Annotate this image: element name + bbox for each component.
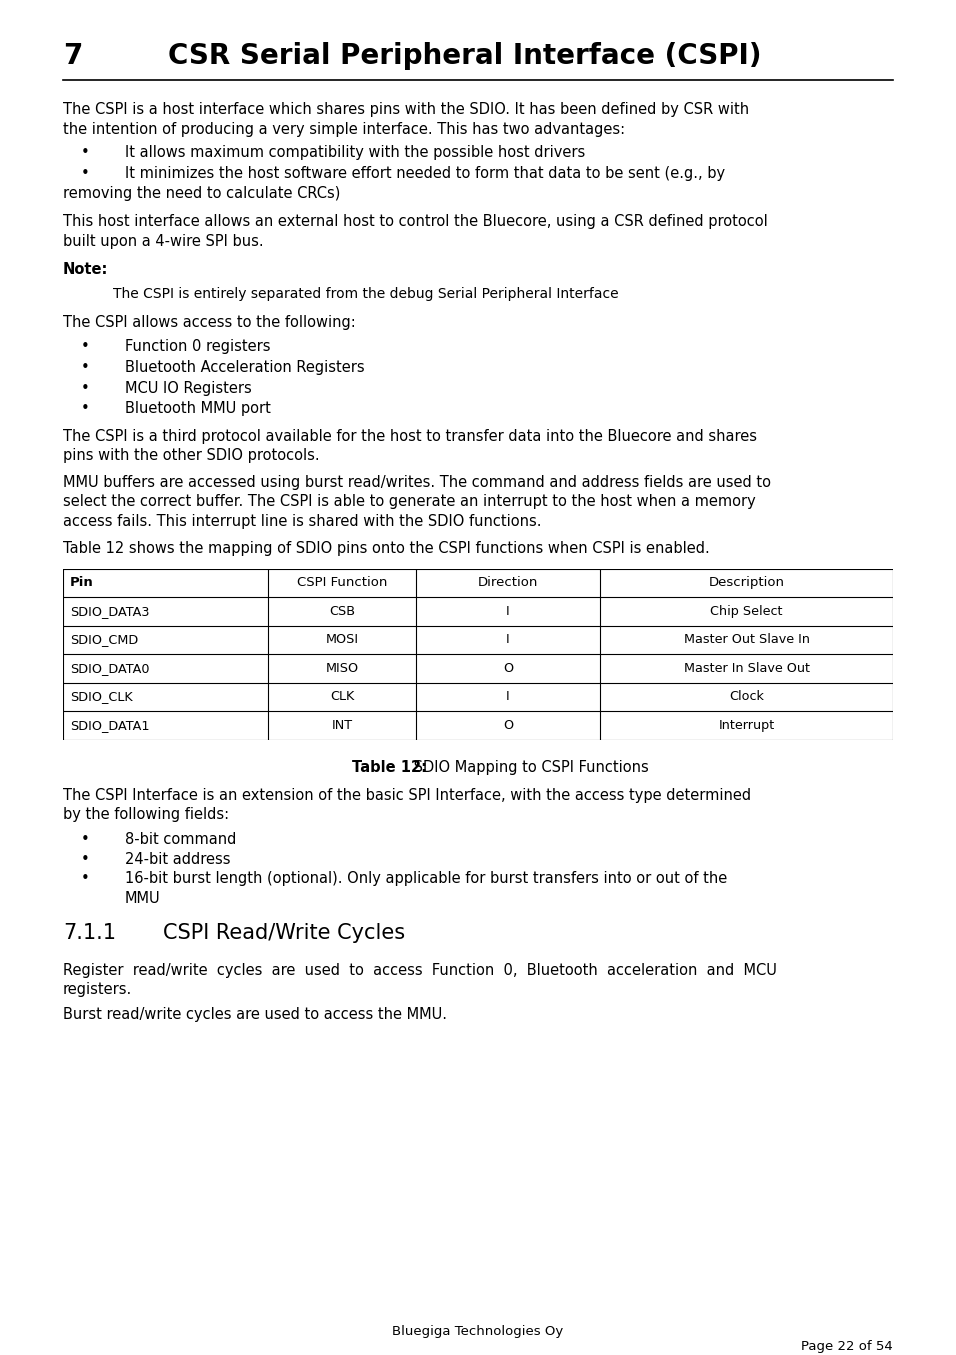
Text: The CSPI allows access to the following:: The CSPI allows access to the following:: [63, 314, 356, 329]
Text: MOSI: MOSI: [325, 633, 358, 646]
Text: 7.1.1: 7.1.1: [63, 923, 116, 943]
Text: The CSPI is a third protocol available for the host to transfer data into the Bl: The CSPI is a third protocol available f…: [63, 428, 757, 443]
Text: It allows maximum compatibility with the possible host drivers: It allows maximum compatibility with the…: [125, 145, 585, 160]
Text: •: •: [81, 401, 90, 416]
Text: •: •: [81, 360, 90, 375]
Text: SDIO_DATA1: SDIO_DATA1: [70, 720, 149, 732]
Text: Bluetooth MMU port: Bluetooth MMU port: [125, 401, 271, 416]
Text: Master In Slave Out: Master In Slave Out: [684, 661, 810, 675]
Text: built upon a 4-wire SPI bus.: built upon a 4-wire SPI bus.: [63, 234, 264, 249]
Text: Table 12:: Table 12:: [352, 760, 427, 775]
Text: Bluegiga Technologies Oy: Bluegiga Technologies Oy: [392, 1325, 564, 1337]
Text: Register  read/write  cycles  are  used  to  access  Function  0,  Bluetooth  ac: Register read/write cycles are used to a…: [63, 962, 777, 977]
Text: The CSPI is entirely separated from the debug Serial Peripheral Interface: The CSPI is entirely separated from the …: [113, 286, 619, 301]
Text: SDIO_DATA0: SDIO_DATA0: [70, 661, 149, 675]
Text: 7: 7: [63, 42, 82, 70]
Text: Bluetooth Acceleration Registers: Bluetooth Acceleration Registers: [125, 360, 364, 375]
Text: select the correct buffer. The CSPI is able to generate an interrupt to the host: select the correct buffer. The CSPI is a…: [63, 495, 756, 509]
Text: pins with the other SDIO protocols.: pins with the other SDIO protocols.: [63, 449, 319, 463]
Text: I: I: [506, 604, 510, 618]
Text: CSPI Read/Write Cycles: CSPI Read/Write Cycles: [163, 923, 405, 943]
Text: access fails. This interrupt line is shared with the SDIO functions.: access fails. This interrupt line is sha…: [63, 514, 541, 530]
Text: MMU: MMU: [125, 892, 161, 906]
Text: O: O: [503, 720, 513, 732]
Text: MISO: MISO: [325, 661, 358, 675]
Text: 8-bit command: 8-bit command: [125, 832, 236, 847]
Text: The CSPI Interface is an extension of the basic SPI Interface, with the access t: The CSPI Interface is an extension of th…: [63, 787, 751, 802]
Text: Master Out Slave In: Master Out Slave In: [684, 633, 810, 646]
Text: Description: Description: [708, 576, 785, 589]
Text: Function 0 registers: Function 0 registers: [125, 339, 271, 355]
Text: •: •: [81, 871, 90, 886]
Text: •: •: [81, 381, 90, 396]
Text: •: •: [81, 832, 90, 847]
Text: Chip Select: Chip Select: [710, 604, 783, 618]
Text: •: •: [81, 339, 90, 355]
Text: O: O: [503, 661, 513, 675]
Text: Table 12 shows the mapping of SDIO pins onto the CSPI functions when CSPI is ena: Table 12 shows the mapping of SDIO pins …: [63, 541, 709, 556]
Text: registers.: registers.: [63, 982, 132, 997]
Text: •: •: [81, 167, 90, 182]
Text: the intention of producing a very simple interface. This has two advantages:: the intention of producing a very simple…: [63, 122, 625, 137]
Text: It minimizes the host software effort needed to form that data to be sent (e.g.,: It minimizes the host software effort ne…: [125, 167, 725, 182]
Text: INT: INT: [332, 720, 353, 732]
Text: SDIO Mapping to CSPI Functions: SDIO Mapping to CSPI Functions: [409, 760, 648, 775]
Text: CSR Serial Peripheral Interface (CSPI): CSR Serial Peripheral Interface (CSPI): [168, 42, 762, 70]
Text: SDIO_DATA3: SDIO_DATA3: [70, 604, 149, 618]
Text: CSPI Function: CSPI Function: [296, 576, 387, 589]
Text: •: •: [81, 852, 90, 867]
Text: 16-bit burst length (optional). Only applicable for burst transfers into or out : 16-bit burst length (optional). Only app…: [125, 871, 728, 886]
Text: I: I: [506, 633, 510, 646]
Text: MCU IO Registers: MCU IO Registers: [125, 381, 251, 396]
Text: Pin: Pin: [70, 576, 94, 589]
Text: Note:: Note:: [63, 262, 108, 276]
Text: SDIO_CMD: SDIO_CMD: [70, 633, 139, 646]
Text: CSB: CSB: [329, 604, 355, 618]
Text: Page 22 of 54: Page 22 of 54: [801, 1340, 893, 1354]
Text: The CSPI is a host interface which shares pins with the SDIO. It has been define: The CSPI is a host interface which share…: [63, 102, 750, 117]
Text: by the following fields:: by the following fields:: [63, 808, 229, 822]
Text: SDIO_CLK: SDIO_CLK: [70, 690, 133, 703]
Text: This host interface allows an external host to control the Bluecore, using a CSR: This host interface allows an external h…: [63, 214, 768, 229]
Text: CLK: CLK: [330, 690, 354, 703]
Text: Direction: Direction: [478, 576, 538, 589]
Text: Interrupt: Interrupt: [718, 720, 774, 732]
Text: 24-bit address: 24-bit address: [125, 852, 230, 867]
Text: Clock: Clock: [729, 690, 764, 703]
Text: removing the need to calculate CRCs): removing the need to calculate CRCs): [63, 186, 340, 201]
Text: •: •: [81, 145, 90, 160]
Text: Burst read/write cycles are used to access the MMU.: Burst read/write cycles are used to acce…: [63, 1007, 447, 1022]
Text: I: I: [506, 690, 510, 703]
Text: MMU buffers are accessed using burst read/writes. The command and address fields: MMU buffers are accessed using burst rea…: [63, 474, 771, 489]
